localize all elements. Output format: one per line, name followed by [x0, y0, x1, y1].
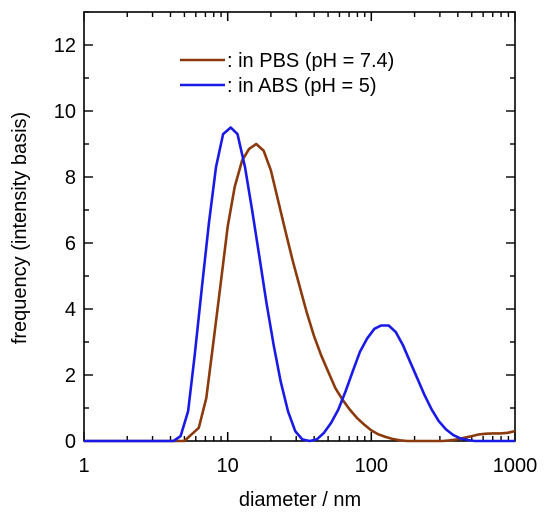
- legend-label: : in PBS (pH = 7.4): [227, 50, 394, 72]
- x-tick-label: 10: [217, 455, 239, 477]
- y-tick-label: 12: [54, 35, 76, 57]
- axis-tick-labels: 0 2 4 6 8 10 12 1 10 100 1000: [54, 35, 538, 477]
- series-line-abs: [84, 126, 515, 443]
- x-tick-label: 100: [355, 455, 388, 477]
- legend: : in PBS (pH = 7.4) : in ABS (pH = 5): [180, 50, 394, 97]
- series-lines: [84, 126, 516, 443]
- y-tick-label: 2: [65, 365, 76, 387]
- y-tick-label: 8: [65, 167, 76, 189]
- y-tick-label: 0: [65, 431, 76, 453]
- y-axis-label: frequency (intensity basis): [9, 112, 31, 344]
- y-tick-label: 10: [54, 101, 76, 123]
- x-tick-label: 1: [78, 455, 89, 477]
- y-tick-label: 4: [65, 299, 76, 321]
- series-line-pbs: [84, 142, 516, 443]
- y-tick-label: 6: [65, 233, 76, 255]
- x-axis-label: diameter / nm: [239, 489, 361, 511]
- plot-frame: [83, 11, 516, 442]
- x-tick-label: 1000: [493, 455, 538, 477]
- legend-label: : in ABS (pH = 5): [227, 75, 377, 97]
